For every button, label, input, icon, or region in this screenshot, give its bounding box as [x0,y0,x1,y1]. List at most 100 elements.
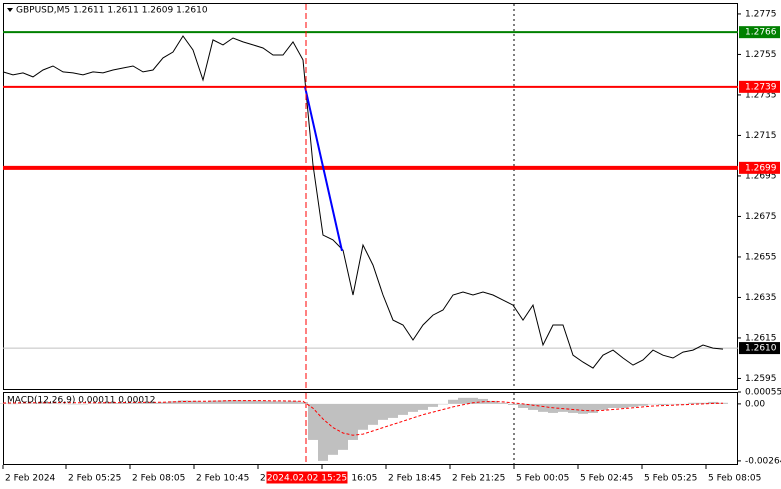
level-label: 1.2699 [745,163,777,173]
histogram-bar [178,400,188,404]
y-tick-label: 1.2715 [745,131,777,141]
x-tick-label: 2 Feb 05:25 [68,474,121,484]
histogram-bar [548,403,558,413]
histogram-bar [168,401,178,404]
histogram-bar [18,403,28,404]
histogram-bar [58,403,68,405]
histogram-bar [138,403,148,404]
histogram-bar [88,403,98,404]
histogram-bar [238,400,248,404]
histogram-bar [518,403,528,408]
bid-label: 1.2610 [745,344,777,354]
histogram-bar [8,403,18,405]
histogram-bar [318,403,328,461]
y-tick-label: 1.2755 [745,50,777,60]
histogram-bar [668,403,678,405]
y-tick-label: 1.2635 [745,293,777,303]
histogram-bar [608,403,618,408]
x-tick-label: 2 Feb 2024 [5,474,56,484]
histogram-bar [368,403,378,425]
histogram-bar [498,402,508,404]
histogram-bar [688,402,698,404]
histogram-bar [38,403,48,404]
histogram-bar [248,400,258,404]
level-label: 1.2739 [745,82,777,92]
histogram-bar [278,401,288,404]
histogram-bar [298,402,308,404]
x-tick-label: 2 Feb 16:05 [324,474,377,484]
histogram-bar [48,403,58,404]
histogram-bar [408,403,418,412]
y-tick-label: 1.2615 [745,333,777,343]
histogram-bar [358,403,368,430]
x-tick-label: 2 Feb 21:25 [452,474,505,484]
y-tick-label: 0.00 [745,399,765,409]
histogram-bar [218,400,228,404]
histogram-bar [488,400,498,404]
histogram-bar [128,402,138,404]
y-tick-label: -0.00264 [745,456,781,466]
histogram-bar [528,403,538,410]
histogram-bar [328,403,338,455]
histogram-bar [628,403,638,407]
macd-plot [0,393,728,464]
y-tick-label: 1.2775 [745,9,777,19]
macd-panel [3,392,738,465]
x-tick-label: 5 Feb 05:25 [644,474,697,484]
histogram-bar [578,403,588,414]
axes: 1.2775 1.2755 1.2735 1.2715 1.2695 1.2675 1.26… [2,9,781,485]
crosshair-label-box [265,470,349,485]
histogram-bar [108,403,118,404]
level-label: 1.2766 [745,28,777,38]
histogram-bar [78,403,88,405]
histogram-bar [118,402,128,404]
histogram-bar [188,400,198,404]
histogram-bar [348,403,358,440]
histogram-bar [458,397,468,404]
histogram-bar [228,400,238,404]
histogram-bar [598,403,608,410]
histogram-bar [68,403,78,405]
x-tick-label: 2 Feb 10:45 [196,474,249,484]
histogram-bar [618,403,628,408]
histogram-bar [468,397,478,404]
macd-title: MACD(12,26,9) 0.00011 0.00012 [7,396,156,406]
main-plot [2,4,738,389]
y-tick-label: 0.00055 [745,388,781,398]
histogram-bar [508,403,518,405]
histogram-bar [388,403,398,418]
x-tick-label: 2 Feb 08:05 [132,474,185,484]
histogram-bar [98,403,108,404]
histogram-bar [658,403,668,405]
histogram-bar [308,403,318,440]
x-tick-label: 5 Feb 00:05 [516,474,569,484]
x-tick-label: 2 Feb 18:45 [388,474,441,484]
histogram-bar [448,399,458,404]
histogram-bar [638,403,648,406]
signal-line [3,400,724,436]
histogram-bar [198,401,208,404]
main-panel [3,3,738,390]
level-label-box [739,26,780,39]
histogram-bar [698,402,708,404]
bid-label-box [739,342,780,355]
histogram-bar [258,400,268,404]
histogram-bar [418,403,428,410]
y-tick-label: 1.2735 [745,90,777,100]
y-tick-label: 1.2695 [745,171,777,181]
histogram-bar [28,403,38,404]
menu-arrow[interactable] [7,8,13,12]
y-tick-label: 1.2675 [745,212,777,222]
histogram-bar [338,403,348,450]
histogram-bar [588,403,598,413]
histogram-bar [268,401,278,404]
x-tick-label: 5 Feb 02:45 [580,474,633,484]
trend-line [304,86,343,252]
histogram-bar [538,403,548,412]
y-tick-label: 1.2655 [745,252,777,262]
histogram-bar [438,403,448,405]
histogram-bar [398,403,408,415]
histogram-bar [288,401,298,404]
histogram-bar [158,402,168,404]
